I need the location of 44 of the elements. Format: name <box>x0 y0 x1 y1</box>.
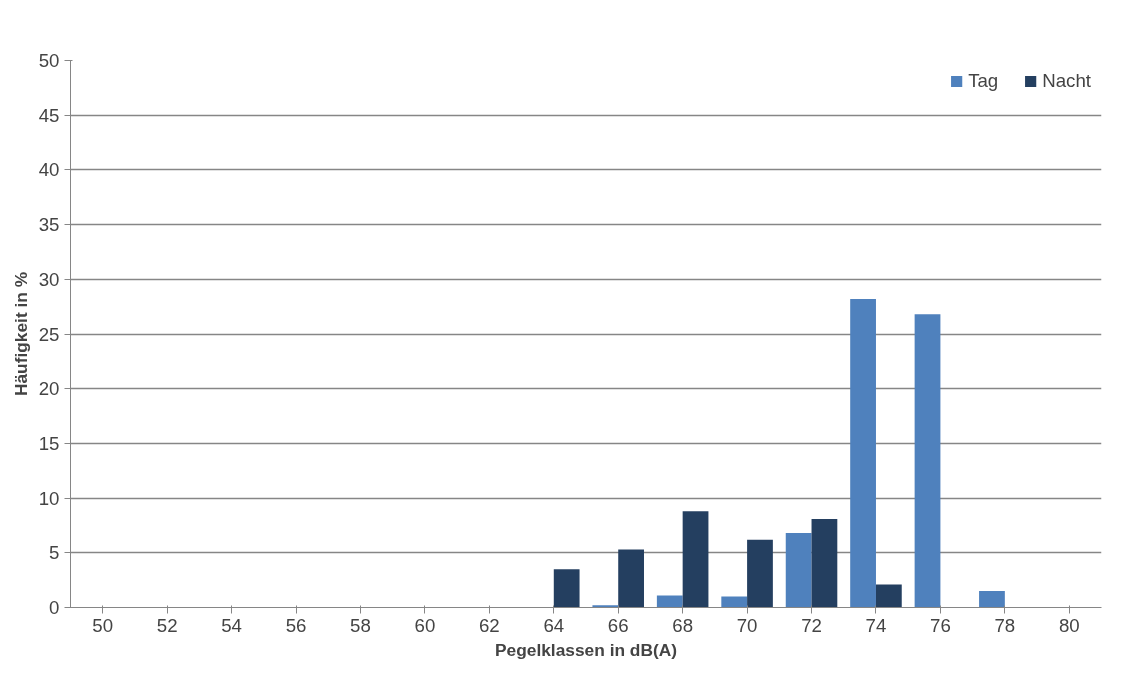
x-tick-label: 72 <box>801 614 822 636</box>
y-tick-label: 25 <box>38 323 60 345</box>
x-tick-label: 78 <box>994 614 1016 636</box>
bar <box>553 569 580 608</box>
y-tick-label: 10 <box>38 487 60 509</box>
y-tick-label: 20 <box>38 378 60 400</box>
legend-label: Nacht <box>1042 70 1091 92</box>
bar <box>682 511 709 608</box>
x-tick-label: 76 <box>930 614 951 636</box>
bar <box>785 533 812 608</box>
y-tick-label: 45 <box>38 104 60 126</box>
bar <box>875 584 902 608</box>
x-tick-label: 66 <box>607 614 629 636</box>
bar <box>979 591 1005 608</box>
x-axis-title: Pegelklassen in dB(A) <box>495 639 677 660</box>
x-tick-label: 56 <box>285 614 307 636</box>
bar <box>721 596 748 608</box>
x-tick-label: 52 <box>156 614 178 636</box>
bar <box>850 298 876 608</box>
x-tick-label: 62 <box>478 614 500 636</box>
y-axis-title: Häufigkeit in % <box>10 271 31 397</box>
y-tick-label: 35 <box>38 214 60 236</box>
y-tick-label: 30 <box>38 268 60 290</box>
x-tick-label: 70 <box>736 614 758 636</box>
y-tick-label: 0 <box>49 597 60 618</box>
bar <box>618 549 644 608</box>
x-tick-label: 54 <box>221 614 242 636</box>
x-tick-label: 64 <box>543 614 565 636</box>
bar <box>592 605 619 608</box>
bar <box>914 314 941 608</box>
x-tick-label: 60 <box>414 614 436 636</box>
y-tick-label: 5 <box>49 542 60 564</box>
x-tick-label: 68 <box>672 614 694 636</box>
y-tick-label: 50 <box>38 50 60 71</box>
x-tick-label: 80 <box>1058 614 1080 636</box>
legend-label: Tag <box>968 70 999 92</box>
bar <box>747 539 773 608</box>
y-tick-label: 40 <box>38 159 60 181</box>
bar <box>656 595 683 608</box>
x-tick-label: 50 <box>92 614 114 636</box>
y-tick-label: 15 <box>38 432 60 454</box>
x-tick-label: 58 <box>350 614 371 636</box>
x-tick-label: 74 <box>865 614 887 636</box>
bar <box>811 518 838 608</box>
